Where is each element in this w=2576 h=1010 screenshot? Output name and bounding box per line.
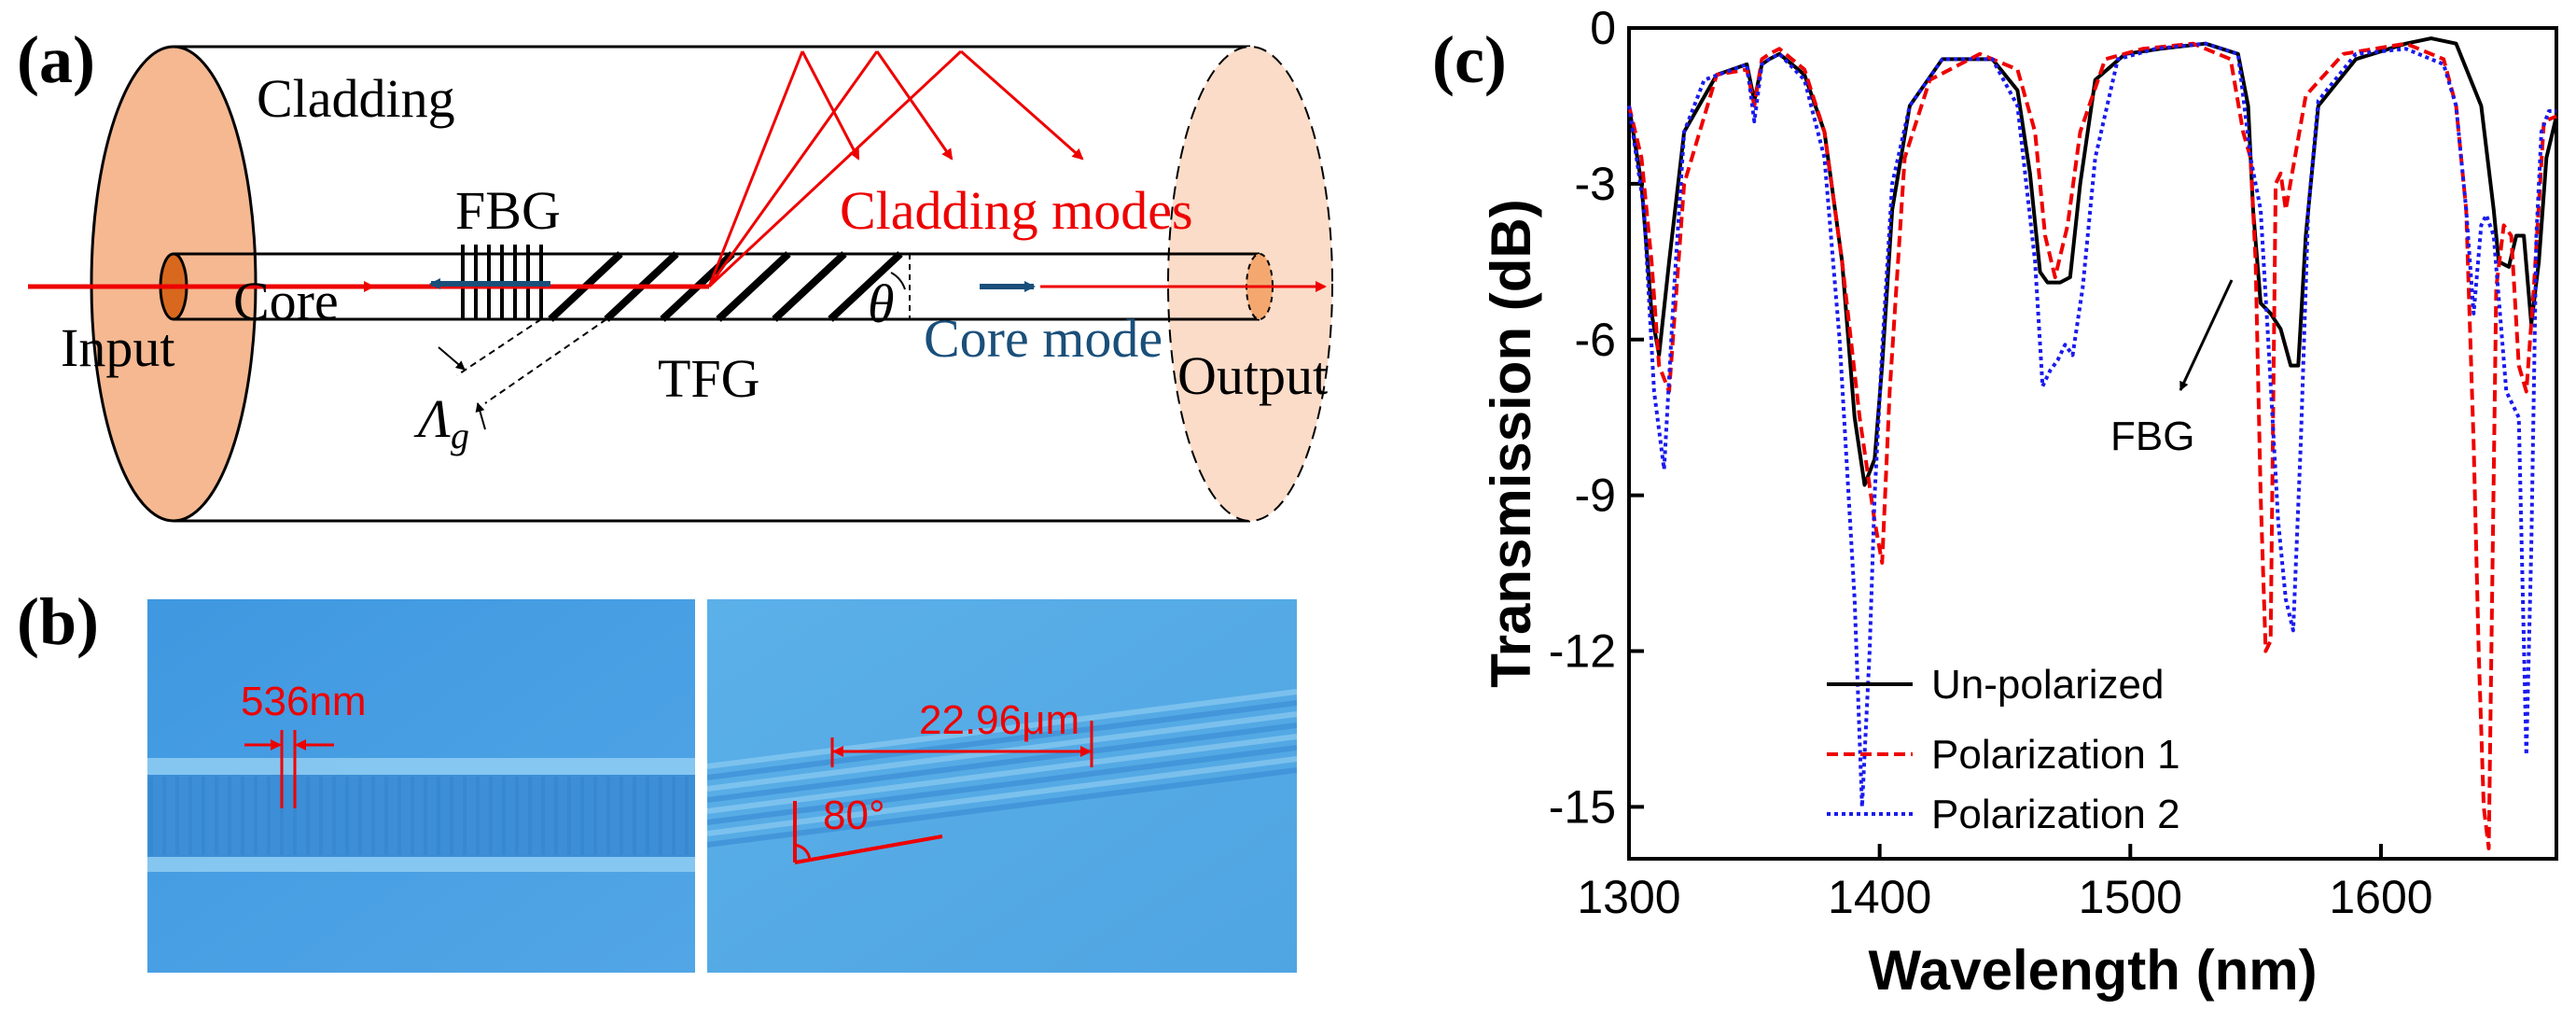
series-lines: [1627, 36, 2558, 850]
legend-label-polarization-2: Polarization 2: [1931, 792, 2180, 837]
y-tick-label: -6: [1575, 314, 1616, 366]
tfg-label: TFG: [658, 348, 760, 409]
panel-b-micrographs: (b) 536nm 22.96μm: [17, 584, 1297, 973]
input-label: Input: [61, 317, 174, 378]
x-axis-title: Wavelength (nm): [1868, 939, 2317, 1002]
y-tick-label: -15: [1549, 780, 1616, 833]
fbg-annotation-arrow: [2179, 279, 2234, 391]
output-label: Output: [1177, 345, 1328, 406]
x-tick-label: 1300: [1577, 871, 1680, 923]
x-tick-label: 1500: [2079, 871, 2182, 923]
y-tick-label: -9: [1575, 470, 1616, 522]
period-lambda-label: Λg: [413, 388, 469, 456]
series-line-3: [1627, 41, 2556, 809]
theta-label: θ: [868, 274, 895, 334]
panel-c-label: (c): [1432, 22, 1507, 97]
x-tick-label: 1600: [2329, 871, 2432, 923]
legend-label-polarization-1: Polarization 1: [1931, 732, 2180, 778]
cladding-mode-rays: [707, 49, 1084, 288]
period-marker: Λg: [413, 318, 607, 456]
series-line-2: [1627, 41, 2557, 850]
tfg-period-label: 22.96μm: [919, 697, 1079, 743]
panel-a-fiber-schematic: (a): [17, 22, 1333, 523]
fbg-label: FBG: [455, 180, 561, 241]
axis-ticks: 1300 1400 1500 1600 0 -3 -6 -9 -12 -15: [1549, 2, 2433, 923]
tfg-micrograph: 22.96μm 80°: [707, 599, 1297, 973]
y-tick-label: -12: [1549, 625, 1616, 678]
x-tick-label: 1400: [1828, 871, 1931, 923]
panel-a-label: (a): [17, 22, 95, 97]
cladding-label: Cladding: [257, 68, 455, 129]
legend: Un-polarized Polarization 1 Polarization…: [1827, 662, 2180, 837]
series-line-1: [1627, 36, 2558, 487]
legend-label-unpolarized: Un-polarized: [1931, 662, 2164, 708]
core-label: Core: [233, 271, 339, 331]
y-axis-title: Transmission (dB): [1480, 199, 1542, 687]
fbg-period-label: 536nm: [241, 679, 367, 724]
panel-c-transmission-chart: (c) 1300 1400 1500 1600 0 -3 -6 -9 -12 -15 Un-pol…: [1432, 2, 2558, 1002]
fbg-micrograph: 536nm: [147, 599, 695, 973]
fbg-annotation-label: FBG: [2110, 414, 2194, 459]
panel-b-label: (b): [17, 584, 99, 659]
y-tick-label: 0: [1590, 2, 1616, 54]
cladding-modes-label: Cladding modes: [840, 180, 1193, 241]
core-mode-label: Core mode: [924, 308, 1163, 369]
y-tick-label: -3: [1575, 158, 1616, 210]
plot-frame: [1627, 26, 2558, 861]
tfg-angle-label: 80°: [823, 793, 885, 838]
